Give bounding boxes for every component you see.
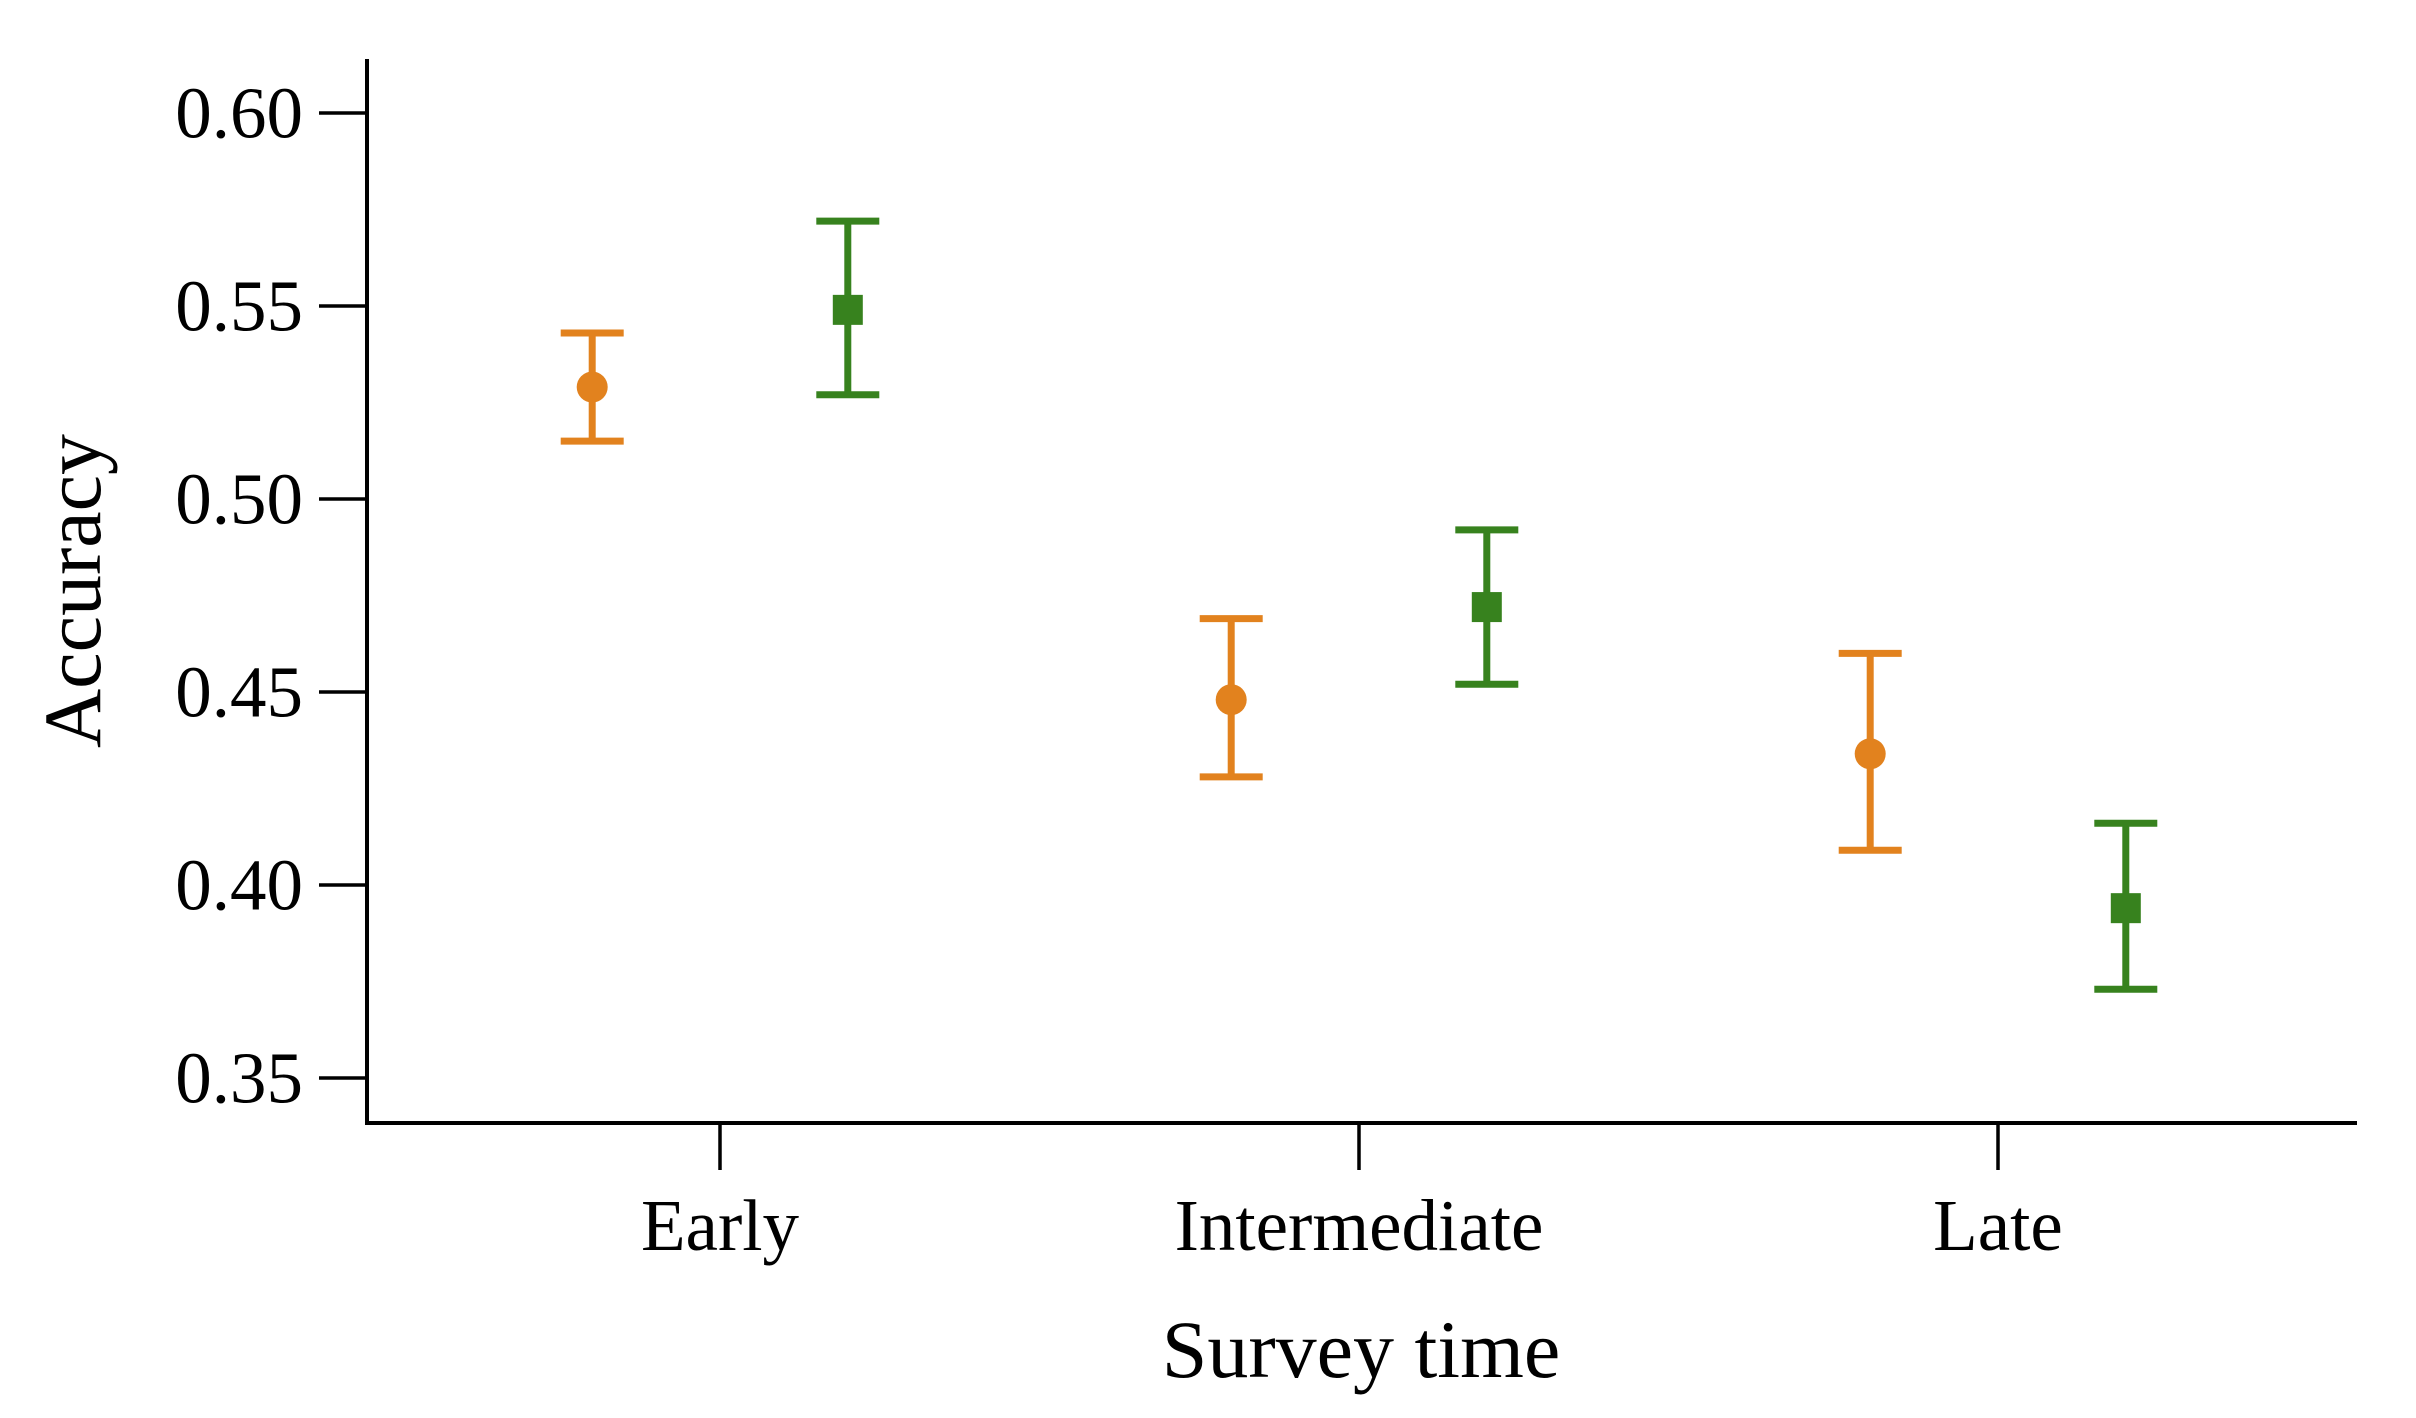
data-point-marker-circle bbox=[1215, 684, 1247, 716]
y-tick-label: 0.45 bbox=[175, 652, 303, 733]
data-layer bbox=[560, 217, 2158, 993]
y-tick-label: 0.40 bbox=[175, 845, 303, 926]
x-tick-label: Late bbox=[1933, 1185, 2063, 1266]
axes-layer: 0.60 0.55 0.50 0.45 0.40 0.35 Early Intermediat… bbox=[175, 59, 2357, 1266]
y-tick-label: 0.50 bbox=[175, 459, 303, 540]
y-tick-label: 0.60 bbox=[175, 73, 303, 154]
data-point-marker-square bbox=[832, 294, 863, 325]
x-axis-title: Survey time bbox=[1162, 1304, 1561, 1395]
x-tick-label: Intermediate bbox=[1175, 1185, 1544, 1266]
data-point-marker-circle bbox=[576, 371, 608, 403]
y-tick-label: 0.55 bbox=[175, 266, 303, 347]
y-axis-title: Accuracy bbox=[27, 434, 118, 748]
y-tick-label: 0.35 bbox=[175, 1038, 303, 1119]
data-point-marker-square bbox=[2110, 893, 2141, 924]
data-point-marker-circle bbox=[1854, 738, 1886, 770]
x-tick-label: Early bbox=[641, 1185, 800, 1266]
data-point-marker-square bbox=[1471, 592, 1502, 623]
